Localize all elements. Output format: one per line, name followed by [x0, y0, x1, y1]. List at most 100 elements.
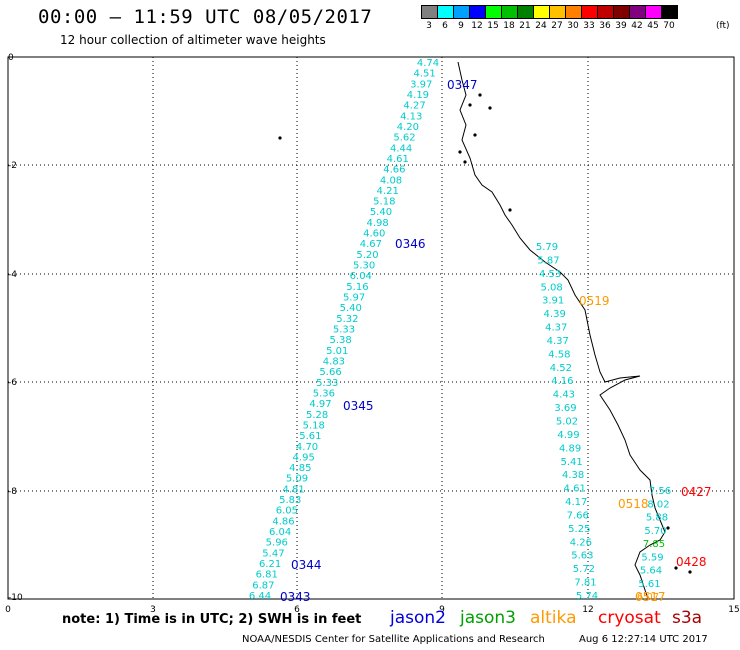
- color-swatch-label: 70: [663, 21, 675, 31]
- wave-height-value: 5.66: [319, 367, 341, 378]
- island-marker: [278, 136, 282, 140]
- wave-height-value: 6.44: [249, 591, 271, 602]
- unit-label: (ft): [716, 21, 730, 31]
- wave-height-value: 4.37: [547, 336, 569, 347]
- wave-height-value: 4.97: [309, 399, 331, 410]
- wave-height-value: 5.79: [536, 242, 558, 253]
- wave-height-value: 6.04: [350, 271, 372, 282]
- island-marker: [508, 208, 512, 212]
- wave-height-value: 5.09: [286, 474, 308, 485]
- wave-height-value: 4.44: [390, 143, 412, 154]
- wave-height-value: 4.81: [282, 484, 304, 495]
- footer-note: note: 1) Time is in UTC; 2) SWH is in fe…: [62, 612, 362, 627]
- wave-height-value: 5.40: [340, 303, 362, 314]
- wave-height-value: 4.66: [383, 165, 405, 176]
- wave-height-value: 5.33: [333, 325, 355, 336]
- island-marker: [674, 566, 678, 570]
- wave-height-value: 3.91: [542, 296, 564, 307]
- color-scale-labels: 3 6 9 12 15 18 21 24 27 30 33 36 39 42 45 70: [421, 21, 677, 31]
- wave-height-value: 4.39: [544, 309, 566, 320]
- color-swatch-label: 39: [615, 21, 627, 31]
- color-swatch-label: 45: [647, 21, 659, 31]
- island-marker: [473, 133, 477, 137]
- color-scale: [421, 5, 678, 19]
- wave-height-value: 4.61: [387, 154, 409, 165]
- wave-height-value: 5.74: [576, 591, 598, 602]
- island-marker: [666, 526, 670, 530]
- island-marker: [463, 160, 467, 164]
- wave-height-value: 5.97: [343, 293, 365, 304]
- x-tick-label: 12: [582, 605, 593, 615]
- y-tick-label: -6: [8, 378, 17, 388]
- wave-height-value: 5.87: [537, 255, 559, 266]
- wave-height-value: 4.98: [366, 218, 388, 229]
- wave-height-value: 4.19: [407, 90, 429, 101]
- wave-height-value: 5.41: [560, 457, 582, 468]
- wave-height-value: 7.66: [567, 510, 589, 521]
- wave-height-value: 6.21: [259, 559, 281, 570]
- x-tick-label: 3: [150, 605, 156, 615]
- island-marker: [458, 150, 462, 154]
- wave-height-value: 5.63: [571, 551, 593, 562]
- wave-height-value: 6.04: [269, 527, 291, 538]
- wave-height-value: 4.70: [296, 442, 318, 453]
- pass-time-label: 0519: [579, 294, 610, 308]
- wave-height-value: 4.53: [539, 269, 561, 280]
- wave-height-value: 5.61: [638, 579, 660, 590]
- legend-s3a: s3a: [672, 608, 703, 628]
- wave-height-value: 5.18: [303, 420, 325, 431]
- footer-timestamp: Aug 6 12:27:14 UTC 2017: [579, 634, 708, 645]
- color-swatch-label: 42: [631, 21, 643, 31]
- wave-height-value: 5.30: [353, 261, 375, 272]
- x-tick-label: 15: [728, 605, 739, 615]
- color-swatch-label: 15: [487, 21, 499, 31]
- pass-time-label: 0346: [395, 237, 426, 251]
- wave-height-value: 4.20: [397, 122, 419, 133]
- color-swatch-label: 18: [503, 21, 515, 31]
- wave-height-value: 4.17: [565, 497, 587, 508]
- pass-time-label: 0345: [343, 399, 374, 413]
- color-swatch-label: 33: [583, 21, 595, 31]
- wave-height-value: 4.51: [414, 69, 436, 80]
- wave-height-value: 6.07: [637, 592, 659, 603]
- wave-height-value: 4.16: [551, 376, 573, 387]
- wave-height-value: 5.70: [644, 526, 666, 537]
- wave-height-value: 4.37: [545, 323, 567, 334]
- wave-height-value: 4.60: [363, 229, 385, 240]
- island-marker: [688, 570, 692, 574]
- wave-height-value: 5.02: [556, 417, 578, 428]
- pass-time-label: 0428: [676, 555, 707, 569]
- wave-height-value: 4.86: [272, 516, 294, 527]
- color-swatch-label: 21: [519, 21, 531, 31]
- coastline: [457, 61, 666, 600]
- island-marker: [478, 93, 482, 97]
- color-swatch-label: 30: [567, 21, 579, 31]
- pass-time-label: 0347: [447, 78, 478, 92]
- wave-height-value: 6.81: [256, 570, 278, 581]
- y-tick-label: -2: [8, 161, 17, 171]
- wave-height-value: 5.62: [393, 133, 415, 144]
- wave-height-value: 7.56: [649, 486, 671, 497]
- wave-height-value: 4.99: [557, 430, 579, 441]
- wave-height-value: 6.05: [276, 506, 298, 517]
- wave-height-value: 4.85: [289, 463, 311, 474]
- x-tick-label: 9: [439, 605, 445, 615]
- x-tick-label: 6: [294, 605, 300, 615]
- color-swatch-label: 6: [442, 21, 448, 31]
- wave-height-value: 5.20: [356, 250, 378, 261]
- island-marker: [488, 106, 492, 110]
- wave-height-value: 5.28: [306, 410, 328, 421]
- pass-time-label: 0427: [681, 485, 712, 499]
- legend-altika: altika: [530, 608, 577, 628]
- wave-height-value: 5.16: [346, 282, 368, 293]
- wave-height-value: 5.33: [316, 378, 338, 389]
- wave-height-value: 5.61: [299, 431, 321, 442]
- color-swatch-label: 9: [458, 21, 464, 31]
- island-marker: [468, 103, 472, 107]
- wave-height-value: 8.02: [647, 499, 669, 510]
- wave-height-value: 4.38: [562, 470, 584, 481]
- map-frame: [7, 56, 735, 600]
- wave-height-value: 4.13: [400, 111, 422, 122]
- subtitle: 12 hour collection of altimeter wave hei…: [60, 33, 326, 47]
